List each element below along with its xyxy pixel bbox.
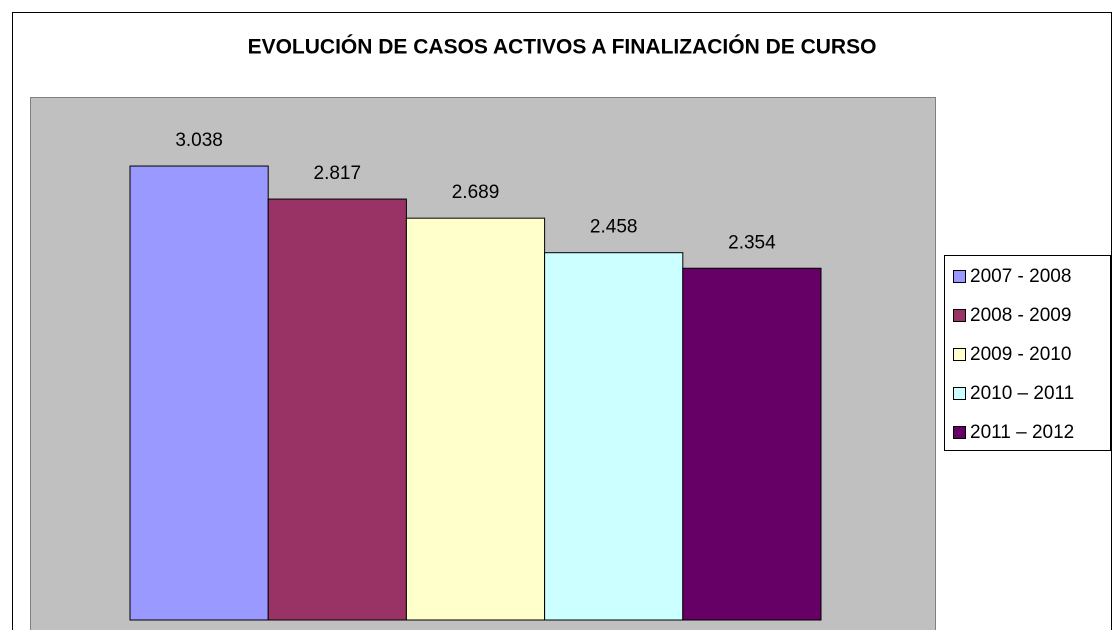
data-label: 2.354 <box>728 232 776 253</box>
data-label: 2.689 <box>452 182 500 203</box>
legend <box>944 255 1111 451</box>
data-label: 3.038 <box>175 130 223 151</box>
legend-label: 2007 - 2008 <box>970 266 1071 287</box>
legend-label: 2010 – 2011 <box>970 383 1074 404</box>
legend-label: 2011 – 2012 <box>970 422 1074 443</box>
legend-label: 2009 - 2010 <box>970 344 1071 365</box>
legend-swatch <box>953 270 966 283</box>
bar <box>682 267 822 621</box>
legend-swatch <box>953 309 966 322</box>
chart-title: EVOLUCIÓN DE CASOS ACTIVOS A FINALIZACIÓ… <box>248 35 877 59</box>
legend-label: 2008 - 2009 <box>970 305 1071 326</box>
data-label: 2.817 <box>314 163 362 184</box>
bar <box>267 198 407 621</box>
data-label: 2.458 <box>590 217 638 238</box>
legend-swatch <box>953 387 966 400</box>
bar <box>405 217 546 621</box>
bar <box>544 252 684 621</box>
legend-swatch <box>953 348 966 361</box>
bar <box>129 165 269 621</box>
legend-swatch <box>953 426 966 439</box>
